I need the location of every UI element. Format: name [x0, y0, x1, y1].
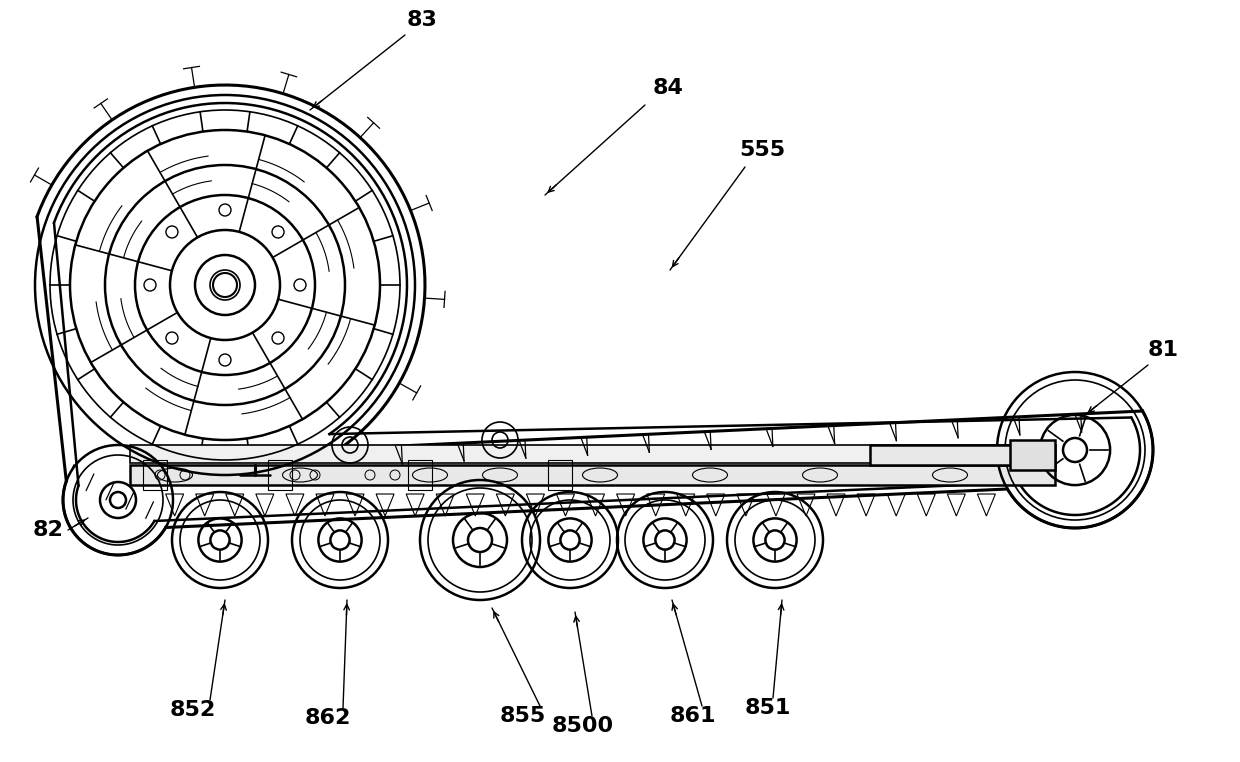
- Circle shape: [213, 273, 237, 297]
- Text: 83: 83: [407, 10, 438, 30]
- Text: 555: 555: [739, 140, 785, 160]
- Text: 81: 81: [1147, 340, 1178, 360]
- Text: 8500: 8500: [552, 716, 614, 736]
- Text: 852: 852: [170, 700, 216, 720]
- Text: 851: 851: [745, 698, 791, 718]
- Text: 855: 855: [500, 706, 546, 726]
- Bar: [548, 460, 572, 490]
- Text: 84: 84: [652, 78, 683, 98]
- Bar: [408, 460, 432, 490]
- Text: 861: 861: [670, 706, 717, 726]
- Bar: [268, 460, 291, 490]
- Text: 862: 862: [305, 708, 351, 728]
- Bar: [143, 460, 167, 490]
- Bar: [130, 445, 1055, 463]
- Bar: [870, 445, 1055, 465]
- Text: 82: 82: [32, 520, 63, 540]
- Bar: [1011, 440, 1055, 470]
- Bar: [130, 465, 1055, 485]
